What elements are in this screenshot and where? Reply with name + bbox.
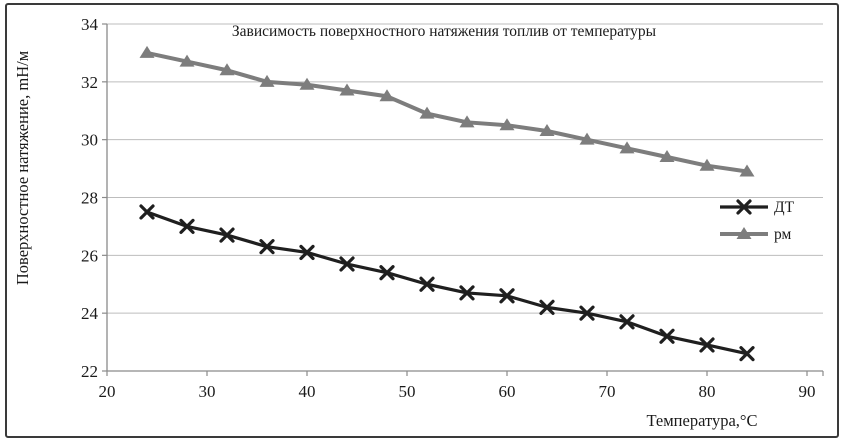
x-cross-marker-icon [259, 239, 275, 255]
x-tick-label: 80 [699, 382, 716, 401]
x-tick-label: 30 [199, 382, 216, 401]
x-cross-marker-icon [499, 288, 515, 304]
y-tick-label: 24 [81, 304, 99, 323]
x-cross-marker-icon [219, 227, 235, 243]
x-cross-marker-icon [739, 346, 755, 362]
y-axis-title: Поверхностное натяжение, mH/м [13, 50, 32, 285]
triangle-marker-icon [179, 54, 195, 67]
triangle-marker-icon [579, 132, 595, 145]
x-tick-label: 40 [299, 382, 316, 401]
triangle-marker-icon [539, 123, 555, 136]
triangle-marker-icon [659, 150, 675, 163]
triangle-marker-icon [619, 141, 635, 154]
x-axis-title: Температура,°C [646, 411, 757, 430]
triangle-marker-icon [419, 106, 435, 119]
y-tick-label: 34 [81, 15, 99, 34]
x-cross-marker-icon [459, 285, 475, 301]
chart-title: Зависимость поверхностного натяжения топ… [232, 23, 657, 40]
y-tick-label: 22 [81, 362, 98, 381]
triangle-marker-icon [219, 63, 235, 76]
x-cross-marker-icon [179, 218, 195, 235]
x-cross-marker-icon [139, 204, 155, 220]
triangle-marker-icon [299, 77, 315, 90]
x-cross-marker-icon [619, 314, 635, 330]
triangle-marker-icon [259, 74, 275, 87]
series-line-dt [146, 210, 748, 356]
y-tick-label: 30 [81, 131, 98, 150]
triangle-marker-icon [459, 115, 475, 128]
x-tick-label: 60 [499, 382, 516, 401]
x-tick-label: 50 [399, 382, 416, 401]
triangle-marker-icon [699, 158, 715, 171]
triangle-marker-icon [339, 83, 355, 96]
x-tick-label: 20 [99, 382, 116, 401]
x-cross-marker-icon [299, 244, 315, 261]
y-tick-label: 32 [81, 73, 98, 92]
y-tick-label: 28 [81, 189, 98, 208]
y-tick-label: 26 [81, 246, 98, 265]
legend-label-rm: рм [774, 226, 792, 243]
legend-label-dt: ДТ [774, 199, 795, 216]
x-cross-marker-icon [699, 337, 715, 353]
x-cross-marker-icon [419, 276, 435, 292]
triangle-marker-icon [499, 118, 515, 131]
x-cross-marker-icon [659, 328, 675, 344]
x-tick-label: 90 [799, 382, 816, 401]
triangle-marker-icon [379, 89, 395, 102]
triangle-marker-icon [739, 164, 755, 177]
x-cross-marker-icon [539, 299, 555, 315]
x-cross-marker-icon [339, 256, 355, 272]
triangle-marker-icon [736, 227, 752, 239]
x-tick-label: 70 [599, 382, 616, 401]
plot-area: 22 24 26 28 30 32 34 20 30 40 50 60 70 80 90 [81, 15, 824, 401]
chart-frame [5, 3, 839, 438]
series-line-rm [146, 50, 748, 174]
x-cross-marker-icon [579, 305, 595, 321]
x-cross-marker-icon [736, 199, 752, 215]
triangle-marker-icon [139, 45, 155, 58]
x-cross-marker-icon [379, 265, 395, 281]
